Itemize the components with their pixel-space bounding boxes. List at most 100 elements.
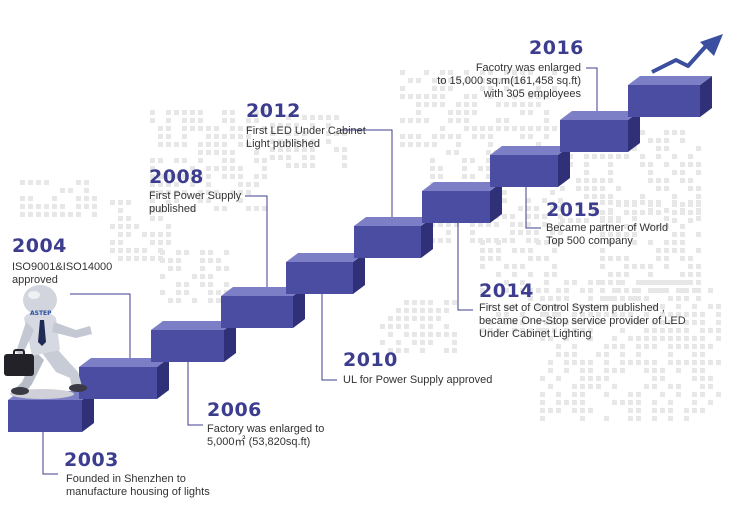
map-dot [224, 250, 229, 255]
map-dot [708, 328, 713, 333]
map-dot [496, 240, 501, 245]
map-dot [624, 256, 629, 261]
map-dot [672, 170, 677, 175]
map-dot [572, 320, 577, 325]
map-dot [556, 392, 561, 397]
map-dot [222, 142, 227, 147]
map-dot [648, 138, 653, 143]
map-dot [488, 94, 493, 99]
map-dot [648, 208, 653, 213]
map-dot [118, 200, 123, 205]
map-dot [528, 296, 533, 301]
map-dot [20, 212, 25, 217]
map-dot [636, 392, 641, 397]
map-dot [480, 86, 485, 91]
map-dot [548, 408, 553, 413]
map-dot [644, 344, 649, 349]
map-dot [262, 166, 267, 171]
map-dot [404, 316, 409, 321]
map-dot [608, 296, 613, 301]
map-dot [700, 368, 705, 373]
map-dot [656, 186, 661, 191]
map-dot [44, 204, 49, 209]
description-line: manufacture housing of lights [66, 486, 210, 498]
map-dot [612, 296, 617, 301]
map-dot [576, 218, 581, 223]
map-dot [420, 340, 425, 345]
map-dot [616, 200, 621, 205]
map-dot [616, 216, 621, 221]
map-dot [142, 256, 147, 261]
map-dot [668, 408, 673, 413]
map-dot [254, 174, 259, 179]
map-dot [556, 400, 561, 405]
map-dot [452, 332, 457, 337]
map-dot [644, 384, 649, 389]
map-dot [52, 204, 57, 209]
map-dot [632, 146, 637, 151]
map-dot [420, 348, 425, 353]
map-dot [150, 240, 155, 245]
map-dot [310, 155, 315, 160]
map-dot [452, 348, 457, 353]
map-dot [68, 212, 73, 217]
map-dot [182, 174, 187, 179]
map-dot [644, 312, 649, 317]
map-dot [208, 290, 213, 295]
map-dot [206, 182, 211, 187]
map-dot [174, 110, 179, 115]
map-dot [192, 274, 197, 279]
map-dot [544, 240, 549, 245]
map-dot [708, 304, 713, 309]
map-dot [656, 200, 661, 205]
map-dot [652, 288, 657, 293]
milestone-year-2004: 2004 [12, 235, 67, 257]
map-dot [424, 102, 429, 107]
map-dot [150, 216, 155, 221]
map-dot [596, 384, 601, 389]
map-dot [512, 328, 517, 333]
map-dot [174, 142, 179, 147]
map-dot [548, 336, 553, 341]
map-dot [502, 214, 507, 219]
map-dot [584, 218, 589, 223]
map-dot [444, 308, 449, 313]
map-dot [528, 248, 533, 253]
map-dot [684, 320, 689, 325]
map-dot [110, 224, 115, 229]
map-dot [158, 232, 163, 237]
map-dot [608, 224, 613, 229]
map-dot [208, 250, 213, 255]
map-dot [656, 288, 661, 293]
map-dot [504, 304, 509, 309]
map-dot [176, 298, 181, 303]
map-dot [676, 304, 681, 309]
map-dot [564, 400, 569, 405]
map-dot [656, 154, 661, 159]
map-dot [76, 204, 81, 209]
map-dot [676, 312, 681, 317]
map-dot [488, 70, 493, 75]
map-dot [588, 408, 593, 413]
map-dot [520, 280, 525, 285]
map-dot [648, 280, 653, 285]
map-dot [448, 78, 453, 83]
map-dot [494, 222, 499, 227]
map-dot [558, 222, 563, 227]
map-dot [612, 344, 617, 349]
map-dot [110, 200, 115, 205]
map-dot [408, 94, 413, 99]
map-dot [544, 320, 549, 325]
map-dot [464, 102, 469, 107]
map-dot [588, 320, 593, 325]
map-dot [424, 94, 429, 99]
map-dot [396, 308, 401, 313]
map-dot [246, 190, 251, 195]
map-dot [588, 384, 593, 389]
map-dot [676, 296, 681, 301]
map-dot [660, 336, 665, 341]
map-dot [564, 280, 569, 285]
map-dot [660, 328, 665, 333]
map-dot [608, 154, 613, 159]
map-dot [504, 86, 509, 91]
